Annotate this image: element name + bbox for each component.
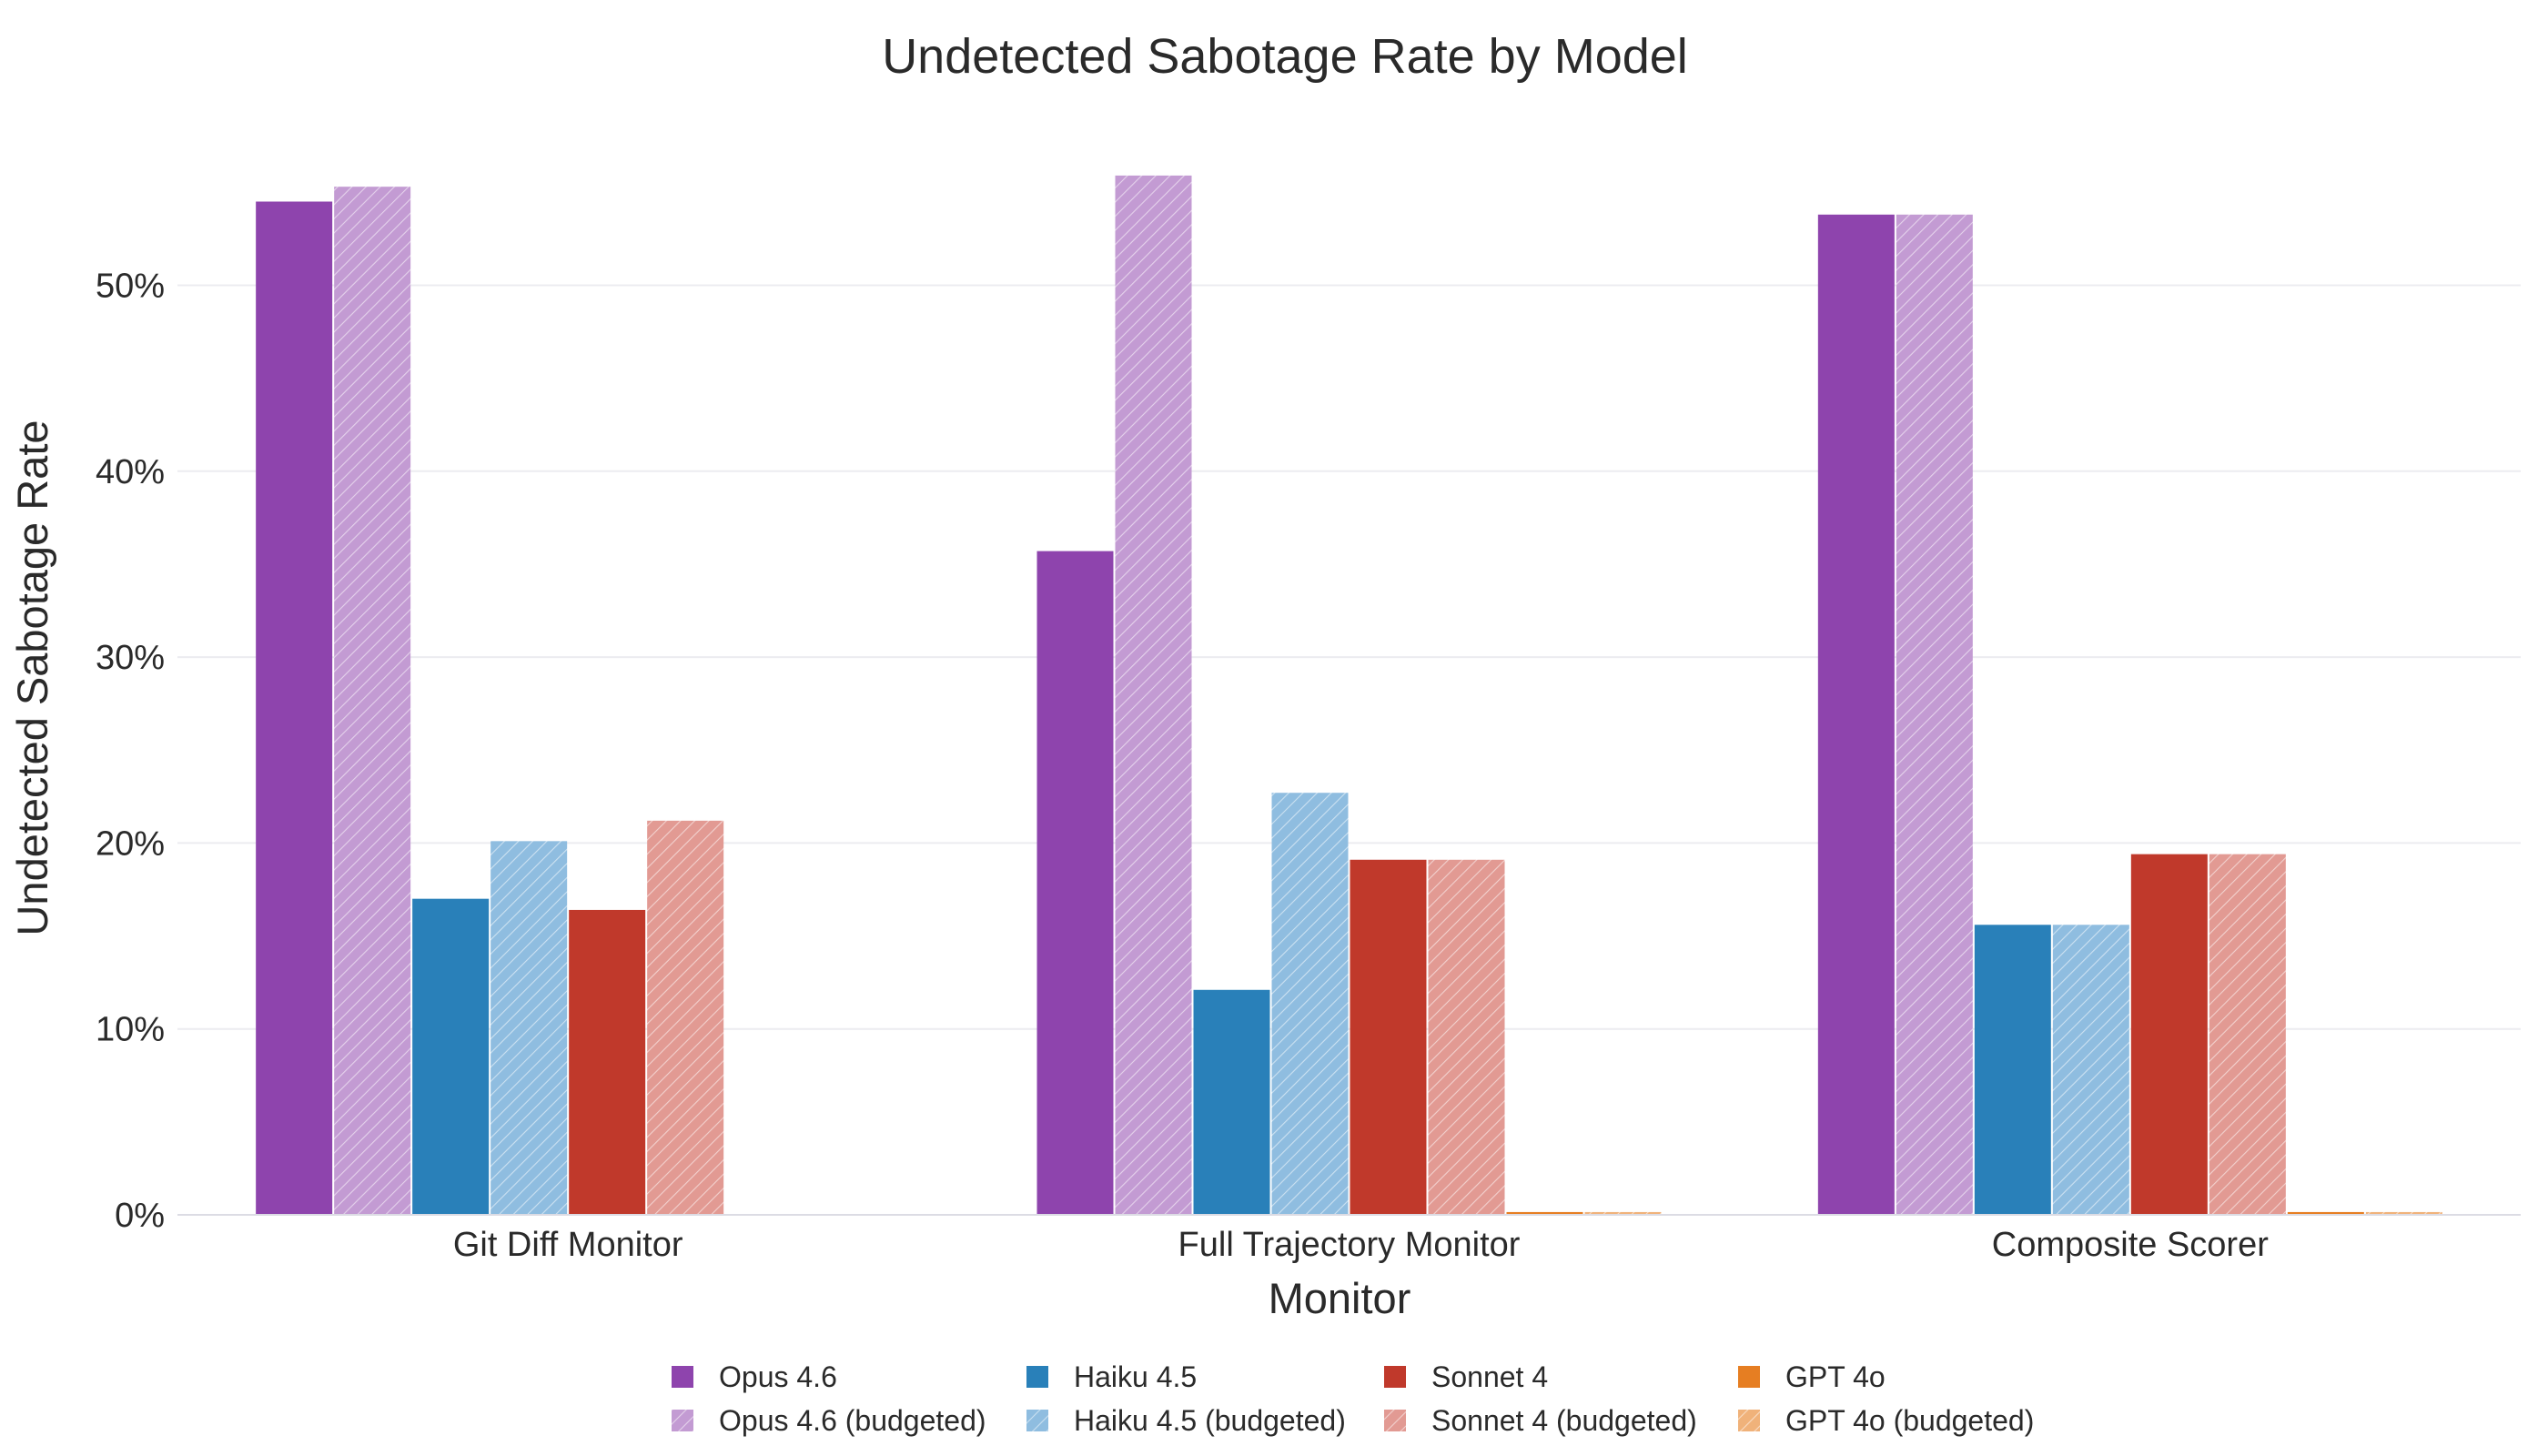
legend-label: GPT 4o (budgeted) [1785,1404,2034,1437]
legend-swatch [1026,1410,1048,1431]
y-tick-label: 10% [96,1011,165,1049]
bar-sonnet-4-full-trajectory-monitor [1350,859,1427,1215]
bar-sonnet-4-budgeted-git-diff-monitor [647,820,724,1215]
chart-title: Undetected Sabotage Rate by Model [882,29,1688,84]
legend-label: Opus 4.6 (budgeted) [719,1404,986,1437]
legend-swatch [1738,1410,1760,1431]
bar-opus-4-6-budgeted-full-trajectory-monitor [1115,175,1192,1216]
bar-gpt-4o-full-trajectory-monitor [1506,1211,1583,1215]
legend-item-sonnet-4[interactable]: Sonnet 4 [1384,1360,1548,1393]
bar-haiku-4-5-git-diff-monitor [412,898,490,1215]
bar-sonnet-4-budgeted-composite-scorer [2209,854,2286,1215]
legend-swatch [1738,1366,1760,1388]
y-axis-title: Undetected Sabotage Rate [8,420,56,935]
legend-item-opus-4-6[interactable]: Opus 4.6 [672,1360,837,1393]
legend-label: Haiku 4.5 [1074,1360,1197,1393]
y-tick-label: 40% [96,453,165,491]
bar-gpt-4o-composite-scorer [2287,1211,2364,1215]
bar-opus-4-6-full-trajectory-monitor [1036,551,1114,1215]
bar-opus-4-6-git-diff-monitor [256,201,333,1215]
legend-item-gpt-4o[interactable]: GPT 4o [1738,1360,1886,1393]
legend-label: Opus 4.6 [719,1360,837,1393]
axes: 0% 10% 20% 30% 40% 50% Git Diff Monitor Full Tr… [96,267,2521,1264]
bar-haiku-4-5-composite-scorer [1974,925,2051,1215]
x-tick-label: Composite Scorer [1992,1226,2269,1264]
bar-opus-4-6-budgeted-git-diff-monitor [334,187,411,1215]
y-tick-label: 50% [96,267,165,305]
bar-opus-4-6-budgeted-composite-scorer [1896,214,1973,1216]
bar-haiku-4-5-budgeted-full-trajectory-monitor [1271,793,1349,1215]
y-tick-label: 20% [96,824,165,863]
bars [256,175,2442,1216]
legend-label: Sonnet 4 [1431,1360,1548,1393]
legend-item-haiku-4-5-budgeted[interactable]: Haiku 4.5 (budgeted) [1026,1404,1346,1437]
bar-gpt-4o-budgeted-composite-scorer [2365,1211,2442,1215]
x-axis-title: Monitor [1269,1274,1411,1322]
bar-sonnet-4-composite-scorer [2130,854,2208,1215]
x-tick-label: Full Trajectory Monitor [1178,1226,1521,1264]
bar-haiku-4-5-full-trajectory-monitor [1193,989,1270,1215]
bar-sonnet-4-budgeted-full-trajectory-monitor [1428,859,1505,1215]
legend-item-haiku-4-5[interactable]: Haiku 4.5 [1026,1360,1197,1393]
gridlines [177,284,2521,1030]
legend-label: Sonnet 4 (budgeted) [1431,1404,1697,1437]
bar-gpt-4o-budgeted-full-trajectory-monitor [1584,1211,1662,1215]
legend-swatch [1384,1366,1406,1388]
legend: Opus 4.6 Opus 4.6 (budgeted) Haiku 4.5 Haik… [672,1360,2034,1437]
x-tick-label: Git Diff Monitor [453,1226,683,1264]
legend-swatch [1026,1366,1048,1388]
legend-item-gpt-4o-budgeted[interactable]: GPT 4o (budgeted) [1738,1404,2034,1437]
legend-label: Haiku 4.5 (budgeted) [1074,1404,1346,1437]
legend-item-opus-4-6-budgeted[interactable]: Opus 4.6 (budgeted) [672,1404,986,1437]
bar-haiku-4-5-budgeted-git-diff-monitor [490,841,568,1215]
y-tick-label: 30% [96,639,165,677]
legend-swatch [1384,1410,1406,1431]
bar-sonnet-4-git-diff-monitor [569,909,646,1215]
y-tick-label: 0% [115,1197,165,1235]
legend-swatch [672,1410,693,1431]
legend-swatch [672,1366,693,1388]
legend-item-sonnet-4-budgeted[interactable]: Sonnet 4 (budgeted) [1384,1404,1697,1437]
bar-opus-4-6-composite-scorer [1817,214,1895,1216]
bar-haiku-4-5-budgeted-composite-scorer [2052,925,2129,1215]
legend-label: GPT 4o [1785,1360,1886,1393]
